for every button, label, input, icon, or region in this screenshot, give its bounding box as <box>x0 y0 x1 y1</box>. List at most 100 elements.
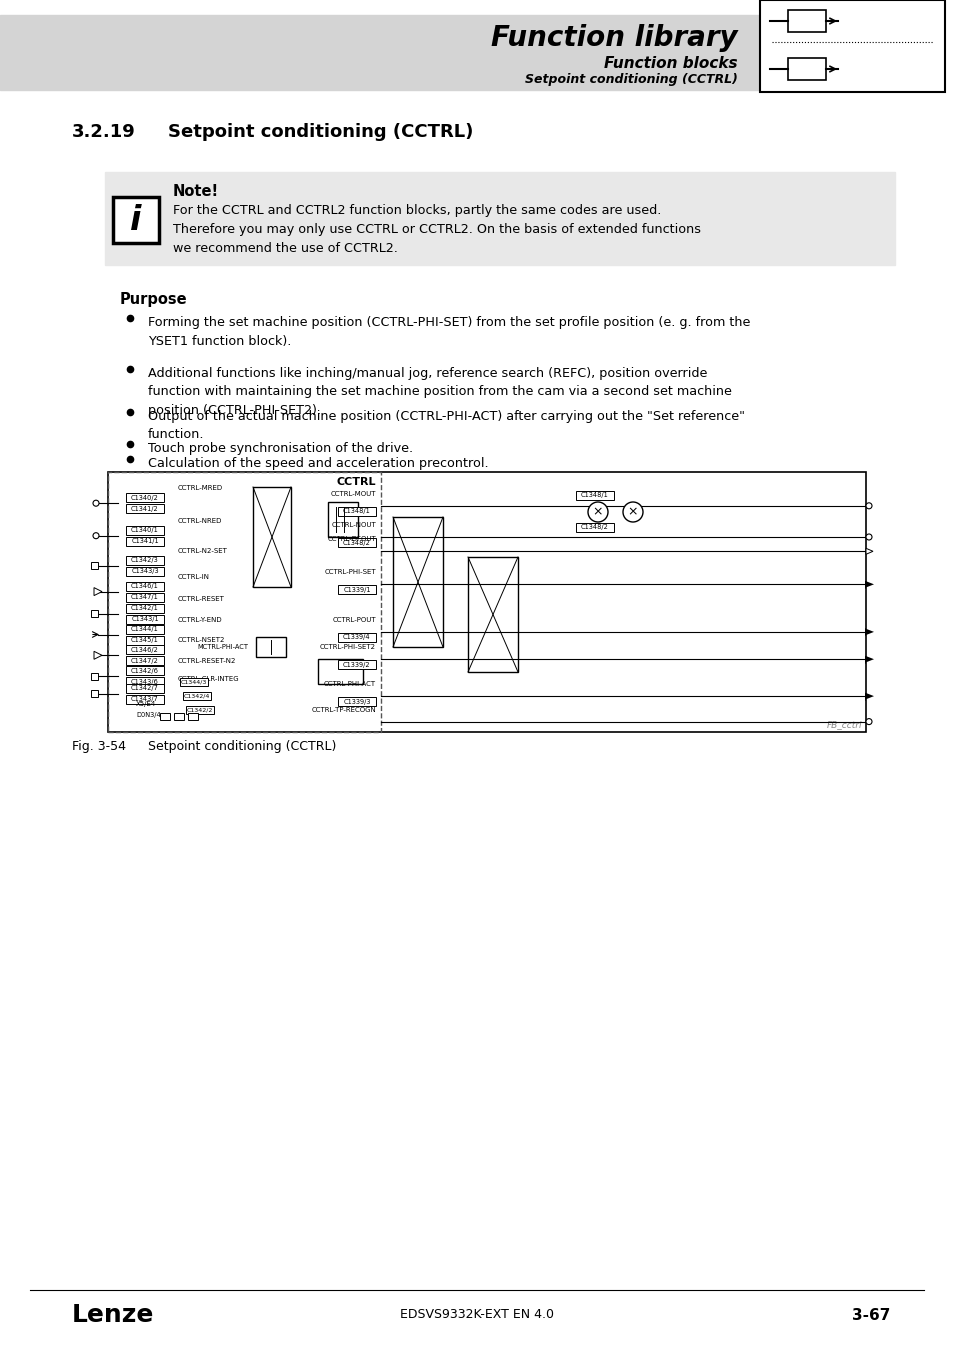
Text: C1343/6: C1343/6 <box>131 679 159 684</box>
Text: CCTRL-N2-SET: CCTRL-N2-SET <box>178 548 228 554</box>
Bar <box>186 706 213 714</box>
Text: C1339/2: C1339/2 <box>343 662 371 668</box>
Text: CCTRL-Y-END: CCTRL-Y-END <box>178 617 222 622</box>
Bar <box>126 537 164 545</box>
Text: CCTRL-MRED: CCTRL-MRED <box>178 485 223 491</box>
Bar <box>126 683 164 693</box>
Bar <box>337 539 375 547</box>
Text: CCTRL-PHI-SET2: CCTRL-PHI-SET2 <box>319 644 375 651</box>
Text: Function blocks: Function blocks <box>604 57 738 72</box>
Text: C1341/2: C1341/2 <box>131 506 159 512</box>
Bar <box>337 586 375 594</box>
Bar <box>337 660 375 670</box>
Text: C1344/1: C1344/1 <box>131 626 159 632</box>
Bar <box>188 713 198 720</box>
Text: i: i <box>131 204 142 236</box>
Text: C1342/3: C1342/3 <box>131 558 159 563</box>
Text: C1339/1: C1339/1 <box>343 587 371 593</box>
Text: CCTRL-NRED: CCTRL-NRED <box>178 517 222 524</box>
Bar <box>126 504 164 513</box>
Bar <box>108 472 380 732</box>
Bar <box>126 678 164 686</box>
Text: CCTRL-NOUT: CCTRL-NOUT <box>331 522 375 528</box>
Bar <box>393 517 442 647</box>
Text: C1341/1: C1341/1 <box>132 539 158 544</box>
Text: Function library: Function library <box>491 24 738 53</box>
Bar <box>180 678 208 686</box>
Circle shape <box>622 502 642 522</box>
Polygon shape <box>864 628 873 636</box>
Text: Lenze: Lenze <box>71 1303 154 1327</box>
Bar <box>337 697 375 706</box>
Text: Output of the actual machine position (CCTRL-PHI-ACT) after carrying out the "Se: Output of the actual machine position (C… <box>148 410 744 441</box>
Bar <box>576 491 614 500</box>
Bar <box>91 672 98 679</box>
Text: CCTRL-CLR-INTEG: CCTRL-CLR-INTEG <box>178 675 239 682</box>
Bar <box>126 636 164 644</box>
Text: CCTRL-RESET-N2: CCTRL-RESET-N2 <box>178 657 236 664</box>
Bar <box>108 472 865 732</box>
Bar <box>576 522 614 532</box>
Text: ×: × <box>592 505 602 518</box>
Text: CCTRL-NSET2: CCTRL-NSET2 <box>178 637 225 644</box>
Circle shape <box>865 718 871 725</box>
Bar <box>126 614 164 624</box>
Bar <box>105 171 894 265</box>
Bar <box>337 633 375 641</box>
Text: C1346/2: C1346/2 <box>131 647 159 653</box>
Text: D0N3/4: D0N3/4 <box>136 711 161 718</box>
Text: C1348/1: C1348/1 <box>580 493 608 498</box>
Bar <box>126 656 164 666</box>
Polygon shape <box>94 651 102 659</box>
Text: Calculation of the speed and acceleration precontrol.: Calculation of the speed and acceleratio… <box>148 458 488 470</box>
Text: Touch probe synchronisation of the drive.: Touch probe synchronisation of the drive… <box>148 441 413 455</box>
Bar <box>173 713 184 720</box>
Polygon shape <box>864 580 873 587</box>
Text: C1340/1: C1340/1 <box>131 528 159 533</box>
Bar <box>760 0 944 92</box>
Text: 3.2.19: 3.2.19 <box>71 123 135 140</box>
Bar <box>126 645 164 655</box>
Bar <box>183 693 211 701</box>
Text: Forming the set machine position (CCTRL-PHI-SET) from the set profile position (: Forming the set machine position (CCTRL-… <box>148 316 750 347</box>
Bar <box>253 487 291 587</box>
Text: Setpoint conditioning (CCTRL): Setpoint conditioning (CCTRL) <box>524 73 738 85</box>
Text: CCTRL-PHI-SET: CCTRL-PHI-SET <box>324 570 375 575</box>
Text: ×: × <box>627 505 638 518</box>
Circle shape <box>92 501 99 506</box>
Circle shape <box>587 502 607 522</box>
Bar <box>126 625 164 633</box>
Text: CCTRL-DFOUT: CCTRL-DFOUT <box>327 536 375 543</box>
Text: Setpoint conditioning (CCTRL): Setpoint conditioning (CCTRL) <box>148 740 336 753</box>
Bar <box>0 15 854 90</box>
Text: Additional functions like inching/manual jog, reference search (REFC), position : Additional functions like inching/manual… <box>148 367 731 417</box>
Text: C1342/7: C1342/7 <box>131 684 159 691</box>
Text: C1344/3: C1344/3 <box>181 679 207 684</box>
Bar <box>787 58 825 80</box>
Text: Fig. 3-54: Fig. 3-54 <box>71 740 126 753</box>
Bar <box>468 558 517 672</box>
Bar <box>126 593 164 602</box>
Circle shape <box>865 502 871 509</box>
Bar <box>91 690 98 697</box>
Text: Setpoint conditioning (CCTRL): Setpoint conditioning (CCTRL) <box>168 123 473 140</box>
Bar <box>255 637 286 657</box>
Text: 3-67: 3-67 <box>851 1308 889 1323</box>
Text: C1342/1: C1342/1 <box>131 605 159 612</box>
Text: FB_cctrl: FB_cctrl <box>825 720 862 729</box>
Text: CCTRL-MOUT: CCTRL-MOUT <box>330 491 375 497</box>
Bar <box>126 567 164 575</box>
Text: C1342/6: C1342/6 <box>131 668 159 674</box>
Bar <box>126 493 164 502</box>
Bar <box>126 603 164 613</box>
Text: MCTRL-PHI-ACT: MCTRL-PHI-ACT <box>196 644 248 649</box>
Text: C1343/3: C1343/3 <box>132 568 158 574</box>
Bar <box>126 525 164 535</box>
Bar <box>112 197 159 243</box>
Text: C1346/1: C1346/1 <box>131 583 159 589</box>
Bar <box>787 9 825 32</box>
Text: C1348/2: C1348/2 <box>342 540 371 545</box>
Text: C1343/1: C1343/1 <box>132 616 158 622</box>
Text: C1340/2: C1340/2 <box>131 494 159 501</box>
Polygon shape <box>864 693 873 699</box>
